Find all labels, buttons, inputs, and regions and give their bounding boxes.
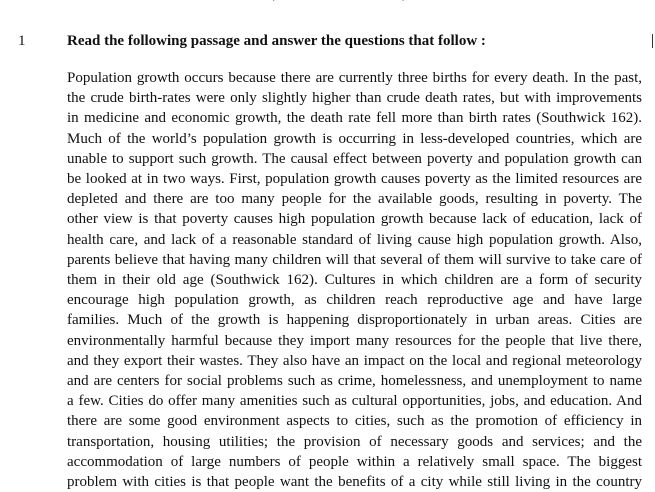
passage-line: depleted and there are too many people f… [67,191,642,208]
cropped-header-text: ( · · · · · · · · · · · · ) [270,0,440,2]
passage-line: parents believe that having many childre… [67,251,642,268]
passage-line: encourage high population growth, as chi… [67,292,642,309]
passage-line: health care, and lack of a reasonable st… [67,231,642,248]
passage-line: be looked at in two ways. First, populat… [67,171,642,188]
passage-line: problem with cities is that people want … [67,474,642,491]
passage-line: them in their old age (Southwick 162). C… [67,272,642,289]
passage-line: Much of the world’s population growth is… [67,130,642,147]
reading-passage: Population growth occurs because there a… [67,68,642,492]
passage-line: there are some good environment aspects … [67,413,642,430]
passage-line: environmentally harmful because they imp… [67,332,642,349]
passage-line: the crude birth-rates were only slightly… [67,90,642,107]
passage-line: a few. Cities do offer many amenities su… [67,393,642,410]
passage-line: Population growth occurs because there a… [67,70,642,86]
question-instruction: Read the following passage and answer th… [67,33,486,49]
passage-line: and are centers for social problems such… [67,373,642,390]
passage-line: transportation, housing utilities; the p… [67,433,642,450]
passage-line: other view is that poverty causes high p… [67,211,642,228]
page-edge-mark [652,34,655,48]
passage-line: unable to support such growth. The causa… [67,150,642,167]
cropped-header-fragment: ( · · · · · · · · · · · · ) [270,0,440,4]
passage-line: accommodation of large numbers of people… [67,453,642,470]
passage-line: in medicine and economic growth, the dea… [67,110,642,127]
question-number: 1 [18,33,26,49]
passage-line: and they export their wastes. They also … [67,352,642,369]
passage-line: families. Much of the growth is happenin… [67,312,642,329]
